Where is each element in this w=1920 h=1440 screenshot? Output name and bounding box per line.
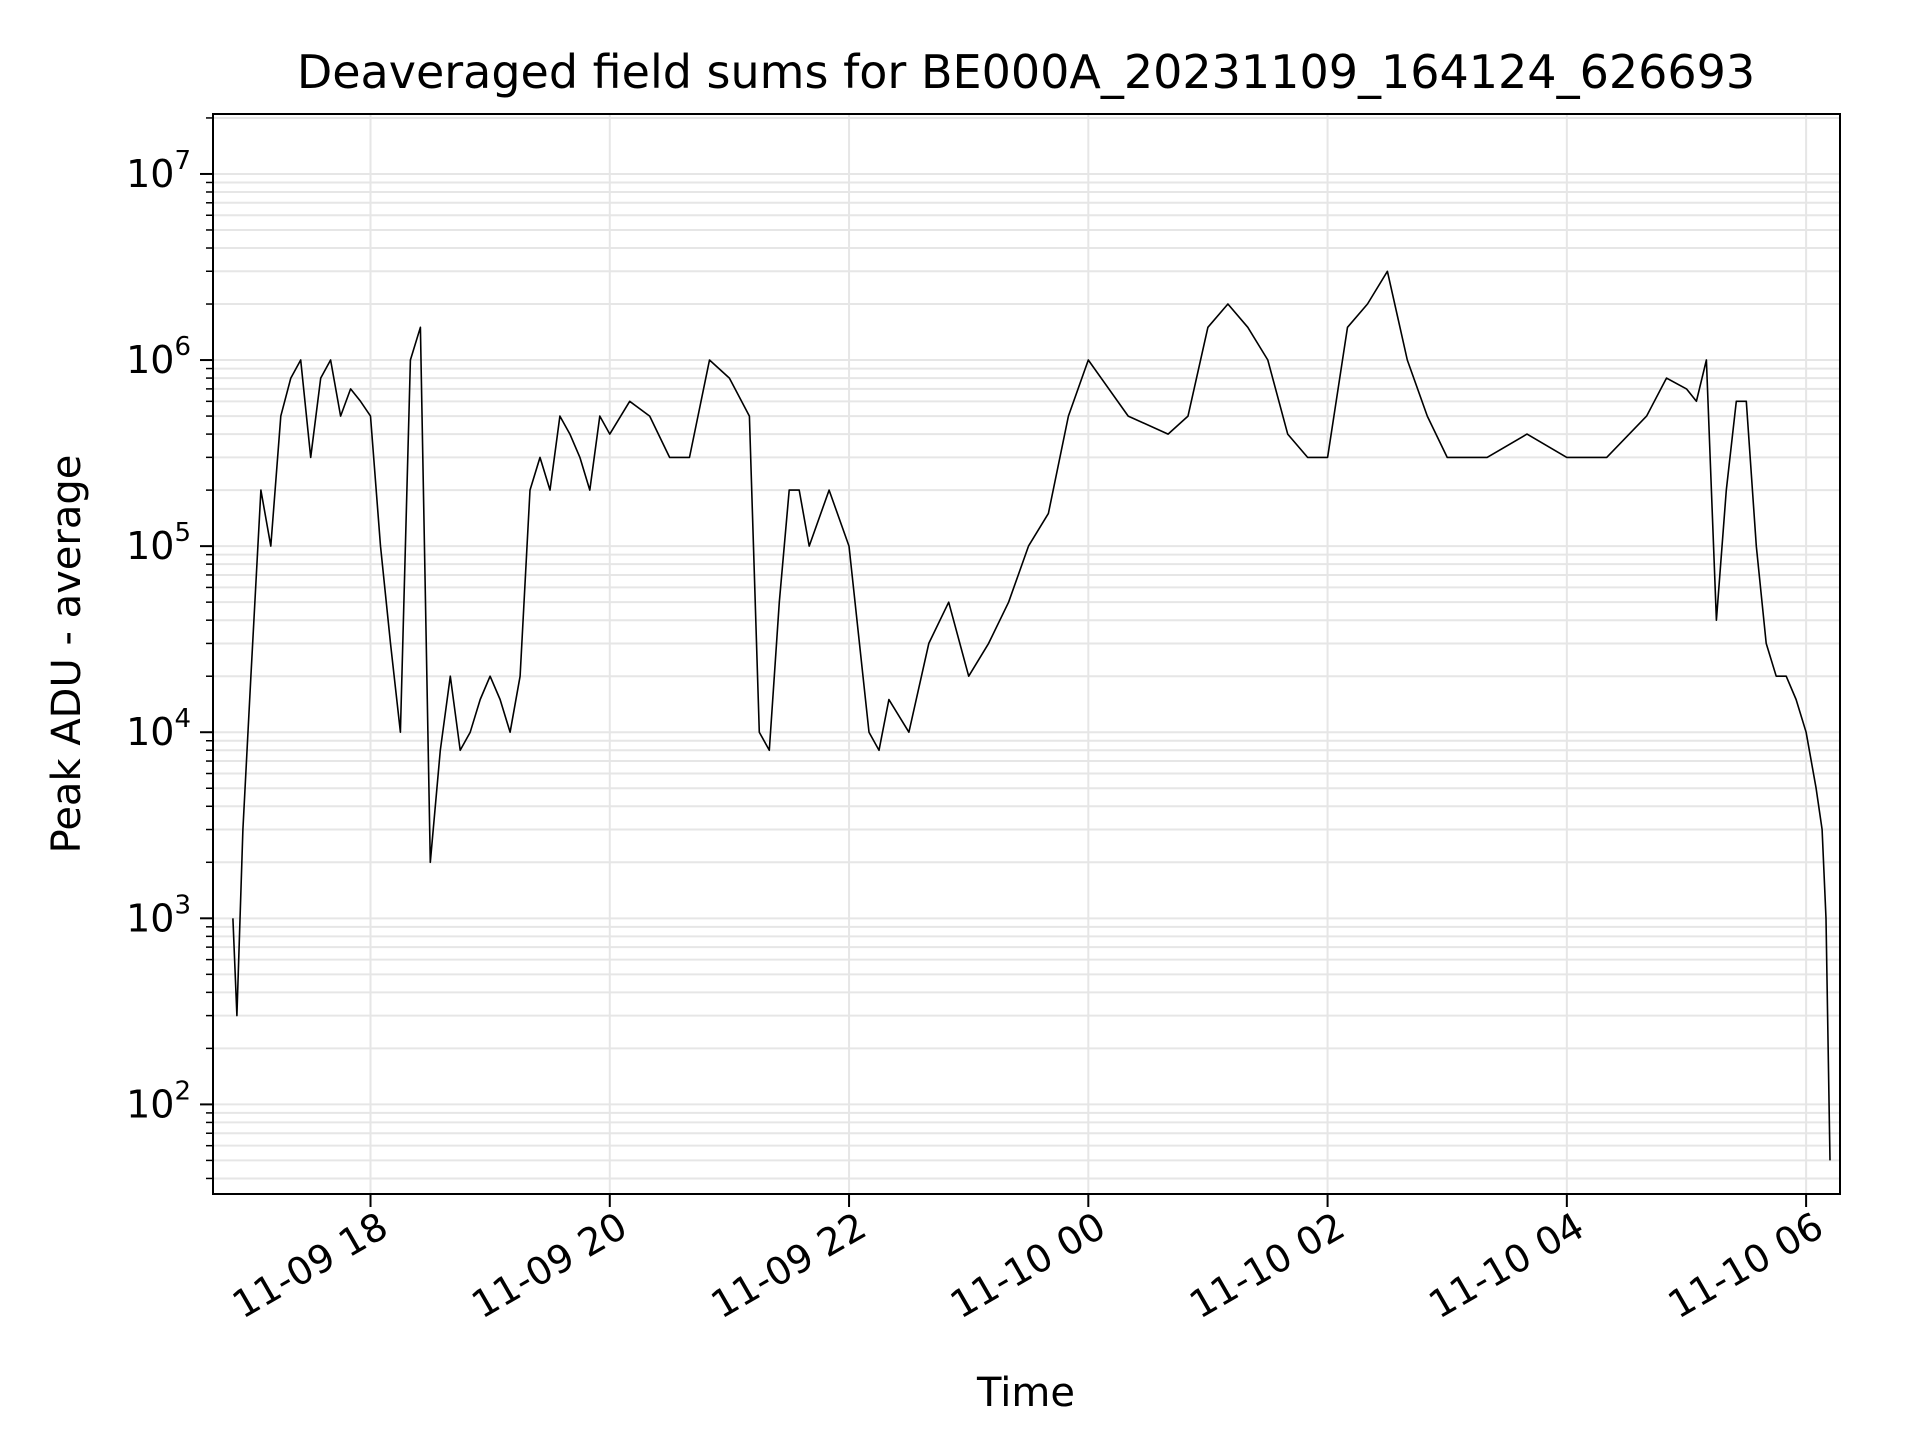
grid [213,114,1840,1194]
chart-title: Deaveraged field sums for BE000A_2023110… [297,45,1755,99]
y-axis: 102 103 104 105 106 107 [126,117,213,1180]
y-tick-label: 103 [126,890,191,940]
series-layer [232,270,1831,1161]
y-tick-label: 102 [126,1076,191,1126]
y-tick-label: 107 [126,146,191,196]
series-line [232,270,1831,1161]
y-tick-label: 104 [126,704,191,754]
x-axis-label: Time [976,1370,1075,1416]
plot-area-frame [212,113,1841,1195]
y-tick-label: 106 [126,332,191,382]
y-tick-label: 105 [126,518,191,568]
y-axis-label: Peak ADU - average [44,455,90,854]
